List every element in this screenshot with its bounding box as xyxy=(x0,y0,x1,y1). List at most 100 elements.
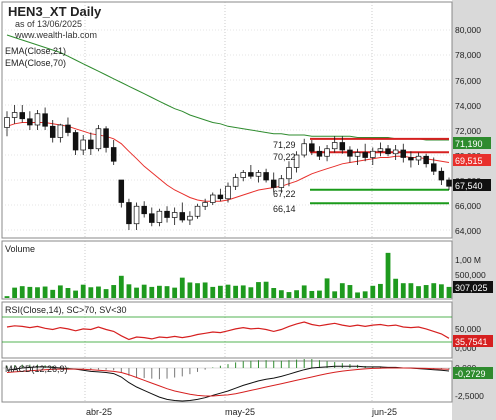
candle-body xyxy=(362,152,368,158)
volume-bar xyxy=(263,281,269,298)
ema70-value: 71,190 xyxy=(455,139,483,149)
volume-bar xyxy=(286,292,292,298)
volume-bar xyxy=(256,282,261,298)
rsi-tick: 0,000 xyxy=(455,343,477,353)
volume-bar xyxy=(355,292,360,298)
volume-bar xyxy=(118,275,124,298)
candle-body xyxy=(293,154,300,168)
candle-body xyxy=(156,210,163,223)
x-label-abr: abr-25 xyxy=(86,407,112,417)
candle-body xyxy=(370,150,376,158)
site-url: www.wealth-lab.com xyxy=(14,30,97,40)
volume-bar xyxy=(96,286,101,298)
volume-bar xyxy=(103,289,109,298)
volume-bar xyxy=(431,283,437,298)
close-value: 67,540 xyxy=(455,181,483,191)
volume-bar xyxy=(157,285,162,298)
volume-bar xyxy=(317,290,322,298)
volume-tick: 1,00 M xyxy=(455,255,481,265)
candle-body xyxy=(65,124,71,133)
candle-body xyxy=(316,150,323,157)
volume-bar xyxy=(225,284,231,298)
x-label-jun: jun-25 xyxy=(371,407,397,417)
price-tick: 78,000 xyxy=(455,50,481,60)
volume-bar xyxy=(240,285,246,298)
volume-bar xyxy=(35,287,40,298)
volume-bar xyxy=(423,285,429,298)
volume-bar xyxy=(362,291,368,298)
candle-body xyxy=(423,155,429,165)
macd-signal-line xyxy=(6,367,450,397)
level-label-71-29: 71,29 xyxy=(273,140,296,150)
volume-tick: 500,000 xyxy=(455,270,486,280)
candle-body xyxy=(95,128,102,150)
grid-lines xyxy=(2,2,452,402)
price-tick: 74,000 xyxy=(455,101,481,111)
candle-body xyxy=(446,179,452,187)
chart-overlay xyxy=(2,34,452,402)
volume-bar xyxy=(438,284,444,298)
volume-bar xyxy=(294,290,299,298)
volume-bar xyxy=(42,286,48,298)
volume-bar xyxy=(416,286,421,298)
candle-body xyxy=(339,142,346,151)
volume-bar xyxy=(134,287,139,298)
ema21-value: 69,515 xyxy=(455,156,483,166)
volume-bar xyxy=(4,296,10,298)
ema70-value-badge xyxy=(453,137,491,149)
close-value-badge xyxy=(453,179,491,191)
legend-ema70: EMA(Close,70) xyxy=(5,58,66,68)
candle-body xyxy=(194,205,201,217)
volume-bar xyxy=(202,282,208,298)
level-label-70-22: 70,22 xyxy=(273,152,296,162)
volume-bar xyxy=(233,285,239,298)
volume-bar xyxy=(149,286,155,298)
price-axis-band xyxy=(452,0,496,420)
level-label-66-14: 66,14 xyxy=(273,204,296,214)
candle-body xyxy=(377,148,384,152)
volume-bar xyxy=(378,283,383,298)
candle-body xyxy=(255,172,262,177)
volume-bar xyxy=(324,278,330,298)
candle-body xyxy=(354,152,361,157)
volume-bar xyxy=(12,287,18,298)
candle-body xyxy=(27,118,33,126)
rsi-value: 35,7541 xyxy=(455,337,488,347)
candle-body xyxy=(126,202,132,225)
volume-bar xyxy=(57,285,63,298)
volume-bar xyxy=(408,283,414,298)
candle-body xyxy=(88,139,94,150)
legend-ema21: EMA(Close,21) xyxy=(5,46,66,56)
candle-body xyxy=(408,157,414,161)
volume-bar xyxy=(271,288,277,298)
candle-body xyxy=(240,172,246,178)
candle-body xyxy=(149,213,155,223)
volume-bar xyxy=(339,283,345,298)
volume-value-badge xyxy=(453,281,493,293)
volume-bar xyxy=(65,288,71,298)
candle-body xyxy=(80,139,86,151)
volume-bar xyxy=(73,290,78,298)
candle-body xyxy=(286,167,292,180)
candle-body xyxy=(11,112,18,118)
volume-bar xyxy=(27,286,33,298)
volume-bar xyxy=(248,287,254,298)
candle-body xyxy=(118,179,125,203)
volume-bar xyxy=(179,277,185,298)
volume-bar xyxy=(80,284,86,298)
candle-body xyxy=(133,205,140,225)
candle-body xyxy=(270,179,277,188)
macd-value-badge xyxy=(453,367,493,379)
volume-bar xyxy=(370,285,376,298)
candle-body xyxy=(57,124,64,138)
price-tick: 80,000 xyxy=(455,25,481,35)
candle-body xyxy=(392,149,399,155)
candle-body xyxy=(19,112,25,120)
candle-body xyxy=(187,215,193,221)
volume-bar xyxy=(111,285,117,298)
volume-label: Volume xyxy=(5,244,35,254)
candle-body xyxy=(263,172,269,181)
volume-bar xyxy=(400,283,406,298)
candle-body xyxy=(164,210,170,218)
